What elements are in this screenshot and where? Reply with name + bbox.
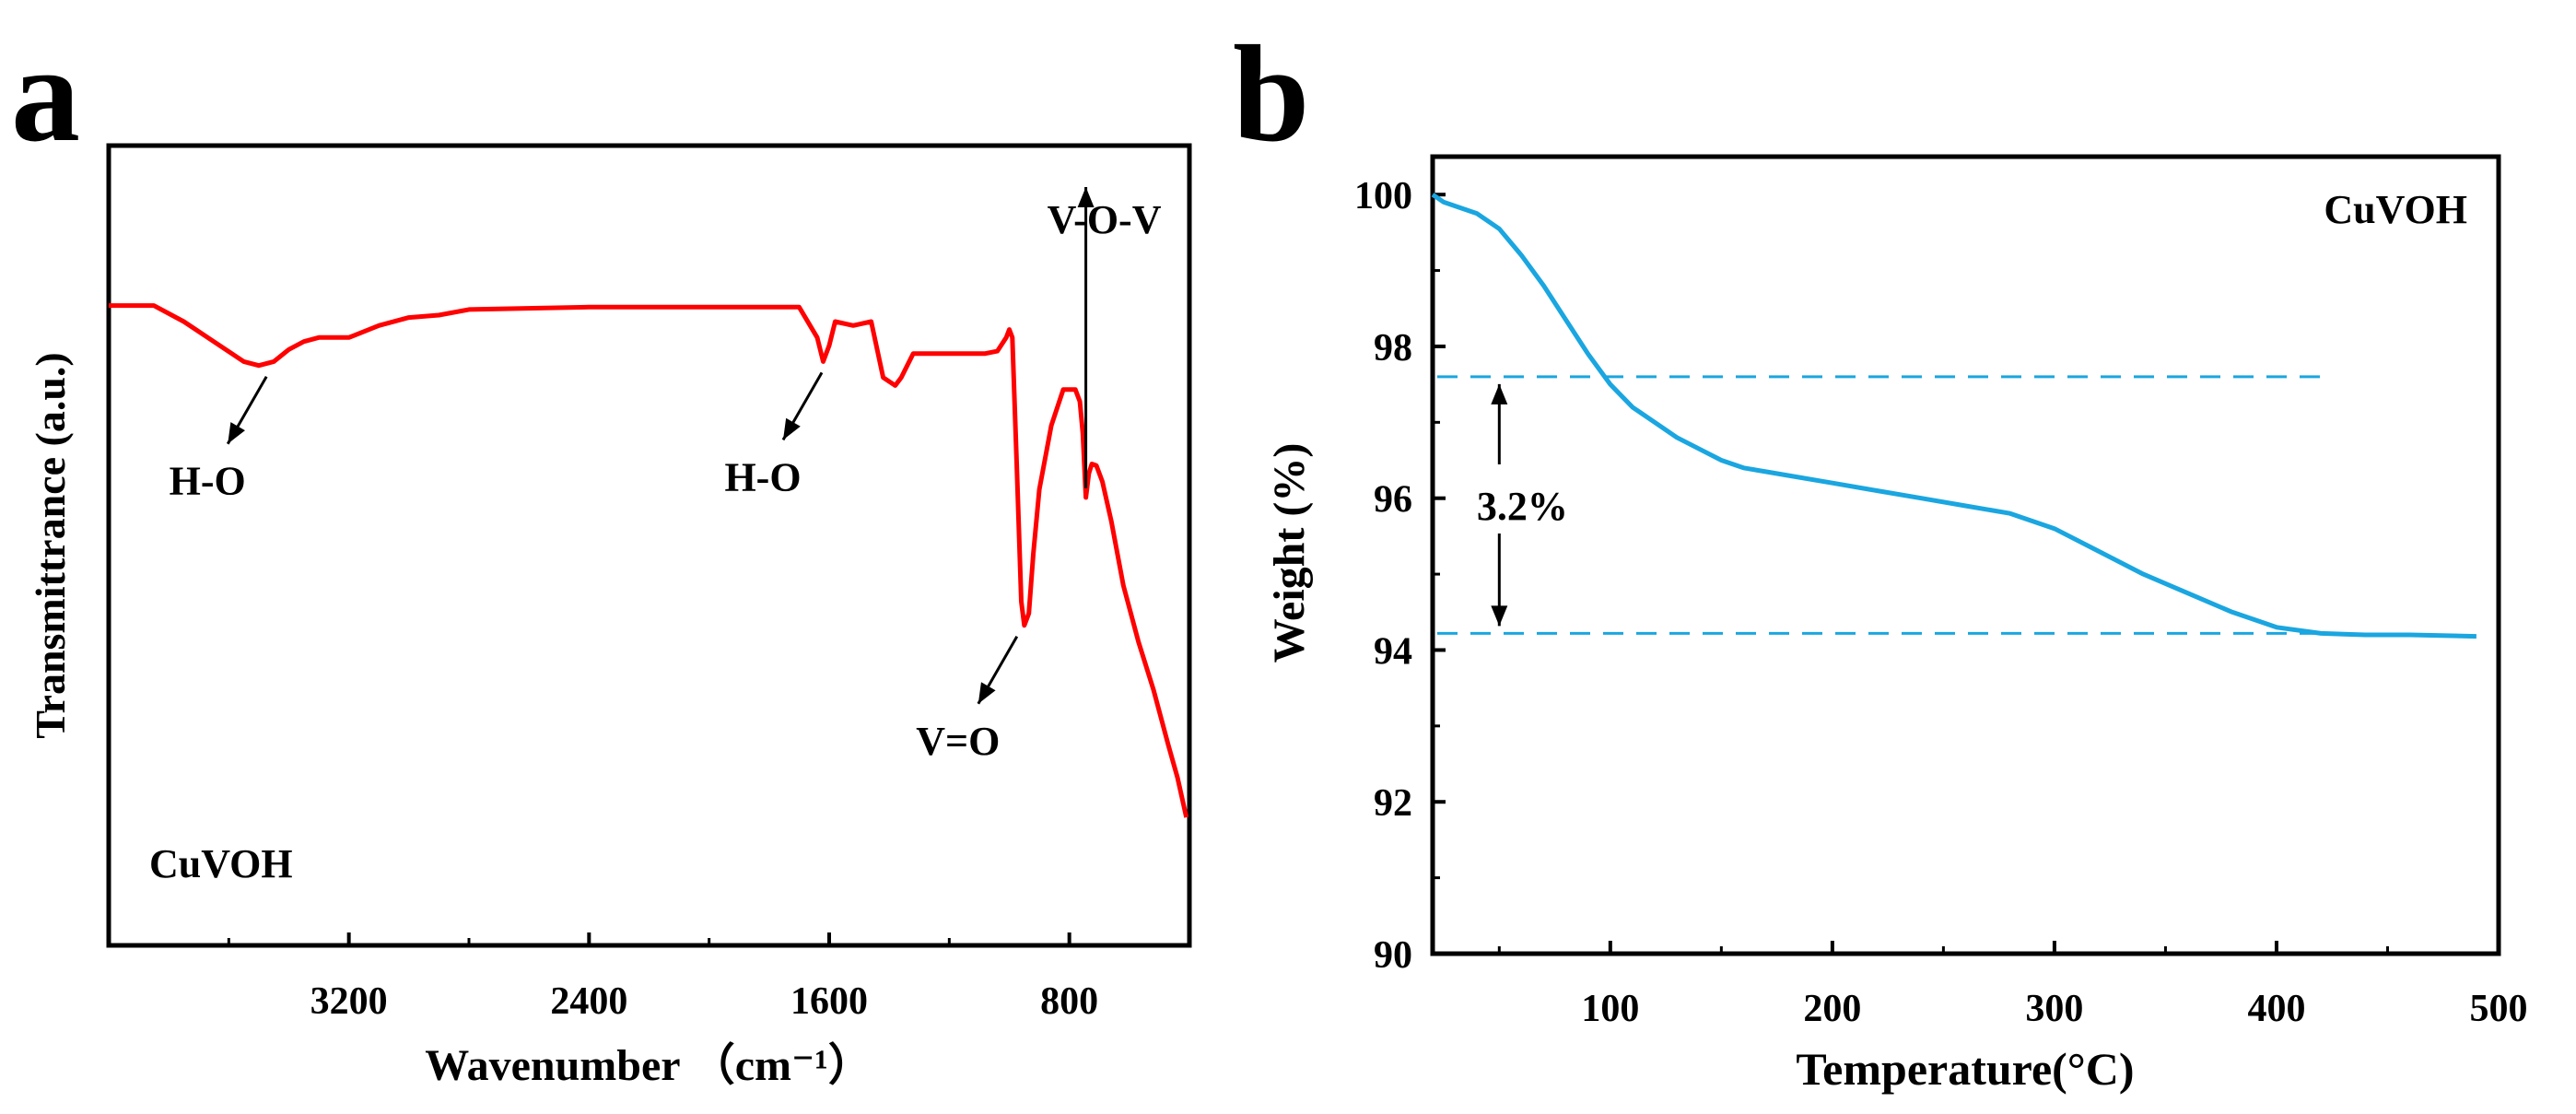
panel-a-label: a <box>11 18 80 170</box>
panel-b-plot-frame <box>1430 154 2501 956</box>
panel-b-annotation-arrow-up <box>1491 383 1508 464</box>
panel-a-sample-label: CuVOH <box>149 841 293 886</box>
panel-b-y-tick-label: 94 <box>1374 630 1412 673</box>
panel-b-x-tick-label: 500 <box>2470 988 2528 1030</box>
panel-a-ftir-chart: a 3200 2400 1600 800 H-O H-O V=O V-O-V CuVOH T… <box>11 18 1192 1090</box>
panel-a-annotation-label: V-O-V <box>1048 197 1162 242</box>
panel-b-y-tick-label: 100 <box>1354 175 1412 217</box>
panel-b-sample-label: CuVOH <box>2324 187 2467 232</box>
panel-a-y-axis-label: Transmittrance (a.u.) <box>27 352 74 738</box>
panel-a-annotation-arrow <box>1077 187 1095 488</box>
panel-b-series-line <box>1431 193 2476 639</box>
panel-b-x-tick-label: 100 <box>1581 988 1639 1030</box>
panel-b-reference-lines <box>1437 375 2322 635</box>
panel-b-label: b <box>1233 18 1309 170</box>
panel-b-tga-chart: b 100 200 300 400 500 90 92 94 96 98 100 3.2% CuV… <box>1233 18 2528 1095</box>
panel-b-x-tick-label: 400 <box>2247 988 2305 1030</box>
panel-b-annotation-arrow-down <box>1491 533 1508 627</box>
panel-a-x-tick-label: 2400 <box>550 980 627 1023</box>
panel-b-x-tick-labels: 100 200 300 400 500 <box>1581 988 2527 1030</box>
panel-a-annotation-label: H-O <box>724 454 801 499</box>
panel-a-annotation-arrow <box>977 636 1019 705</box>
panel-b-y-tick-label: 98 <box>1374 327 1412 369</box>
panel-b-y-tick-label: 92 <box>1374 782 1412 825</box>
panel-a-annotations: H-O H-O V=O V-O-V <box>170 187 1162 764</box>
panel-b-ticks <box>1433 193 2500 956</box>
panel-a-annotation-label: V=O <box>916 719 1000 764</box>
panel-b-x-tick-label: 300 <box>2025 988 2083 1030</box>
panel-a-plot-frame <box>106 143 1192 948</box>
panel-a-annotation-arrow <box>781 371 824 441</box>
panel-a-annotation-label: H-O <box>170 459 246 504</box>
panel-a-x-tick-label: 3200 <box>310 980 388 1023</box>
panel-b-x-tick-label: 200 <box>1803 988 1861 1030</box>
panel-a-annotation-arrow <box>226 375 268 445</box>
panel-b-y-tick-label: 96 <box>1374 479 1412 522</box>
panel-a-series-line <box>109 303 1189 818</box>
panel-a-x-tick-label: 800 <box>1040 980 1098 1023</box>
panel-a-x-tick-labels: 3200 2400 1600 800 <box>310 980 1098 1023</box>
panel-b-y-tick-labels: 90 92 94 96 98 100 <box>1354 175 1412 977</box>
panel-a-x-ticks <box>227 932 1191 945</box>
panel-b-annotations: 3.2% <box>1477 383 1568 627</box>
panel-a-x-tick-label: 1600 <box>790 980 868 1023</box>
panel-b-y-tick-label: 90 <box>1374 934 1412 977</box>
panel-b-annotation-label: 3.2% <box>1477 484 1568 529</box>
panel-b-x-axis-label: Temperature(°C) <box>1796 1043 2134 1095</box>
panel-a-x-axis-label: Wavenumber （cm⁻¹） <box>425 1041 872 1090</box>
panel-b-y-axis-label: Weight (%) <box>1265 443 1314 663</box>
